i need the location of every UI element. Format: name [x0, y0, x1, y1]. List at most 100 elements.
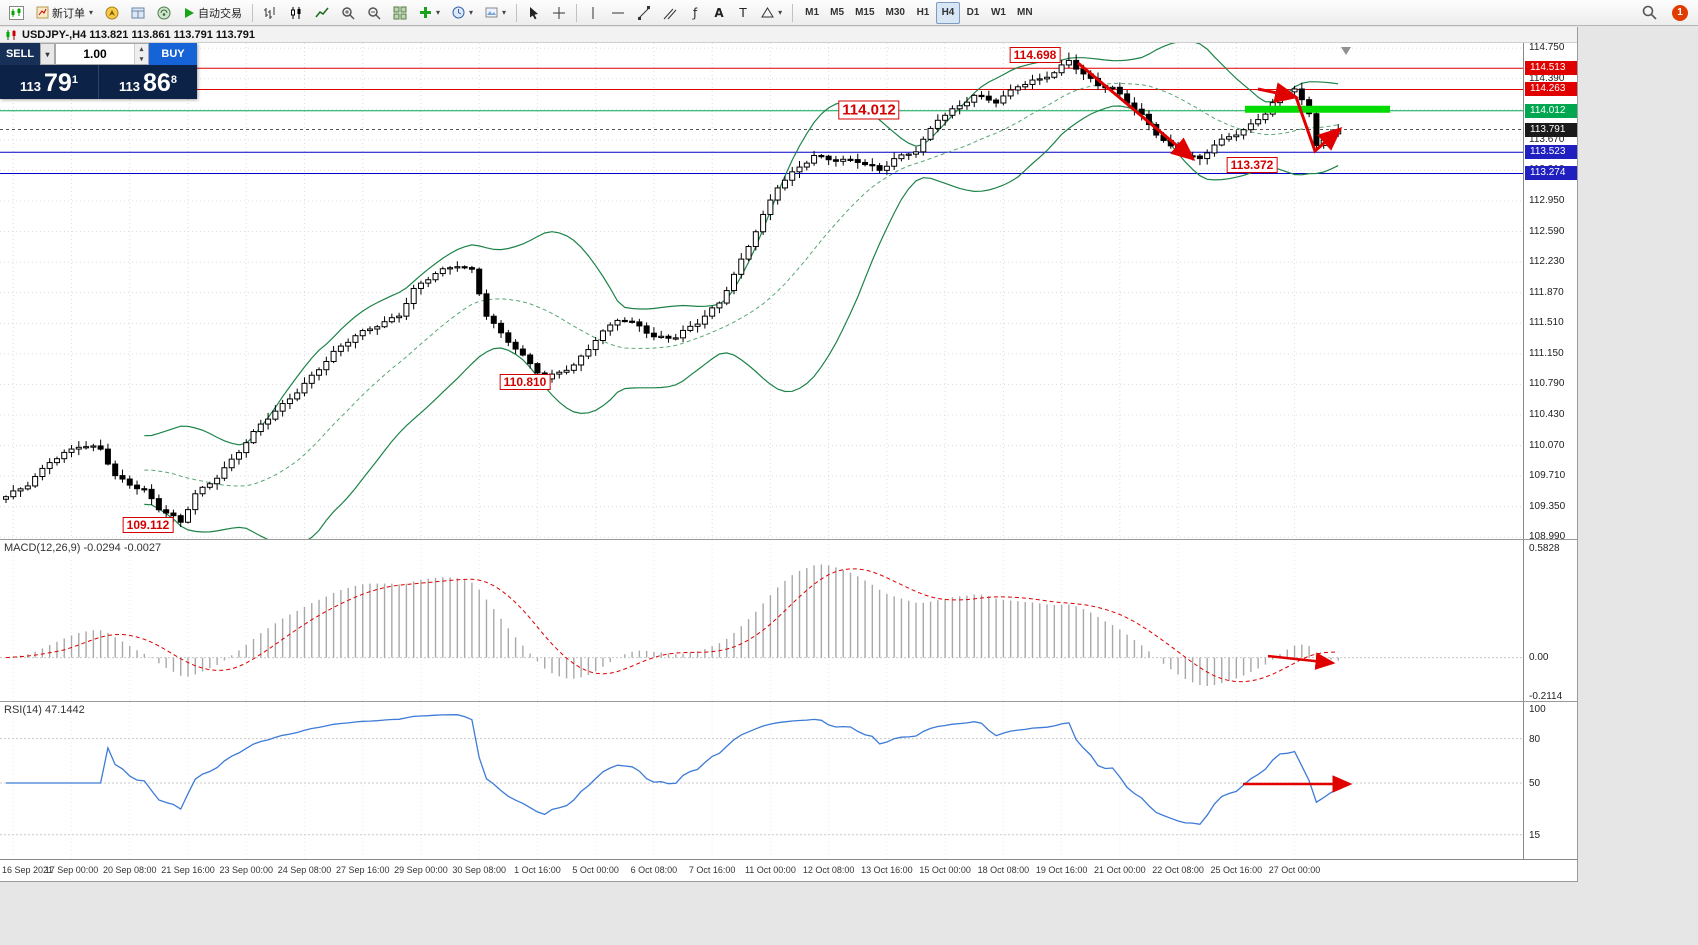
timeframe-mn[interactable]: MN	[1016, 7, 1033, 18]
chart-title: USDJPY-,H4 113.821 113.861 113.791 113.7…	[22, 28, 256, 41]
price-tick: 109.710	[1529, 470, 1566, 482]
rsi-label: RSI(14) 47.1442	[4, 704, 85, 716]
price-annotation: 114.698	[1009, 47, 1061, 63]
cursor-icon	[530, 6, 539, 19]
price-annotation: 114.012	[838, 100, 900, 120]
time-label: 7 Oct 16:00	[688, 865, 736, 875]
price-badge: 114.012	[1525, 103, 1577, 118]
candlestick-chart-type-button[interactable]	[284, 2, 308, 24]
indicators-button[interactable]	[414, 2, 445, 24]
macd-panel[interactable]: 0.5828 0.00 -0.2114 MACD(12,26,9) -0.0294 …	[0, 539, 1577, 701]
text-tool-button[interactable]: A	[708, 2, 730, 24]
new-order-button[interactable]: 新订单	[31, 2, 98, 24]
time-label: 21 Sep 16:00	[161, 865, 215, 875]
templates-button[interactable]	[480, 2, 511, 24]
notification-badge[interactable]: 1	[1672, 4, 1688, 21]
chart-window: USDJPY-,H4 113.821 113.861 113.791 113.7…	[0, 27, 1578, 882]
macd-scale-tick: -0.2114	[1529, 690, 1563, 701]
data-window-icon	[157, 6, 171, 19]
timeframe-h1[interactable]: H1	[916, 7, 930, 18]
channel-tool-button[interactable]	[658, 2, 682, 24]
price-badge: 113.791	[1525, 122, 1577, 137]
price-annotation: 113.372	[1226, 157, 1278, 173]
price-axis[interactable]: 114.750114.390114.030113.670113.310112.9…	[1523, 43, 1577, 539]
bar-chart-icon	[264, 6, 275, 19]
zoom-in-button[interactable]	[336, 2, 360, 24]
timeframe-d1[interactable]: D1	[966, 7, 980, 18]
sell-button[interactable]: SELL	[0, 43, 40, 65]
timeframe-m30[interactable]: M30	[885, 7, 905, 18]
timeframe-m15[interactable]: M15	[855, 7, 875, 18]
time-label: 16 Sep 2021	[2, 865, 54, 875]
price-tick: 110.790	[1529, 378, 1565, 390]
search-icon	[1642, 5, 1657, 20]
buy-price-display[interactable]: 113 86 8	[98, 65, 197, 99]
timeframe-m5[interactable]: M5	[830, 7, 845, 18]
price-tick: 114.390	[1529, 72, 1565, 84]
vertical-line-tool-button[interactable]	[582, 2, 604, 24]
label-tool-button[interactable]: T	[732, 2, 754, 24]
macd-scale-tick: 0.5828	[1529, 543, 1560, 554]
toolbar-separator	[252, 3, 254, 22]
tile-windows-button[interactable]	[388, 2, 412, 24]
trendline-tool-button[interactable]	[632, 2, 656, 24]
volume-up-icon[interactable]	[135, 44, 148, 54]
time-label: 17 Sep 00:00	[44, 865, 99, 875]
cursor-tool-button[interactable]	[522, 2, 545, 24]
new-chart-button[interactable]	[4, 2, 29, 24]
time-label: 15 Oct 00:00	[919, 865, 971, 875]
volume-input[interactable]	[56, 44, 134, 64]
sell-price-pips: 79	[44, 69, 72, 97]
main-chart-canvas[interactable]	[0, 43, 1523, 539]
market-watch-button[interactable]	[126, 2, 150, 24]
rsi-panel[interactable]: 100 80 50 15 RSI(14) 47.1442	[0, 701, 1577, 859]
zoom-out-button[interactable]	[362, 2, 386, 24]
sell-price-display[interactable]: 113 79 1	[0, 65, 98, 99]
bar-chart-type-button[interactable]	[258, 2, 282, 24]
horizontal-line-tool-button[interactable]	[606, 2, 630, 24]
time-label: 13 Oct 16:00	[861, 865, 913, 875]
main-chart[interactable]: 114.750114.390114.030113.670113.310112.9…	[0, 43, 1577, 539]
toolbar-separator	[576, 3, 578, 22]
macd-canvas[interactable]	[0, 540, 1523, 701]
price-annotation: 110.810	[499, 374, 551, 390]
timeframe-h4[interactable]: H4	[935, 1, 960, 24]
timeframe-toolbar: M1 M5 M15 M30 H1 H4 D1 W1 MN	[800, 1, 1037, 24]
time-label: 24 Sep 08:00	[277, 865, 332, 875]
fibonacci-tool-button[interactable]: ƒ	[684, 2, 706, 24]
time-label: 21 Oct 00:00	[1094, 865, 1146, 875]
buy-price-figure: 113	[119, 79, 141, 94]
order-options-dropdown[interactable]	[40, 43, 55, 65]
trendline-icon	[638, 5, 651, 20]
rsi-scale-tick: 15	[1529, 829, 1541, 841]
toolbar-separator	[516, 3, 518, 22]
search-button[interactable]	[1637, 2, 1662, 24]
zoom-out-icon	[368, 6, 381, 20]
time-label: 30 Sep 08:00	[452, 865, 506, 875]
shapes-tool-button[interactable]	[756, 2, 787, 24]
line-chart-type-button[interactable]	[310, 2, 334, 24]
timeframe-w1[interactable]: W1	[990, 7, 1006, 18]
rsi-scale-tick: 80	[1529, 733, 1541, 745]
time-label: 6 Oct 08:00	[630, 865, 678, 875]
chart-titlebar[interactable]: USDJPY-,H4 113.821 113.861 113.791 113.7…	[0, 27, 1577, 43]
price-tick: 114.750	[1529, 43, 1565, 54]
volume-stepper[interactable]	[134, 44, 148, 64]
price-tick: 109.350	[1529, 500, 1566, 512]
navigator-compass-button[interactable]	[100, 2, 124, 24]
time-label: 11 Oct 00:00	[744, 865, 796, 875]
volume-down-icon[interactable]	[135, 54, 148, 64]
rsi-canvas[interactable]	[0, 702, 1523, 859]
data-window-button[interactable]	[152, 2, 176, 24]
periods-button[interactable]	[447, 2, 478, 24]
crosshair-tool-button[interactable]	[547, 2, 571, 24]
time-axis[interactable]: 16 Sep 2021 17 Sep 00:00 20 Sep 08:00 21 Se…	[0, 859, 1577, 881]
buy-button[interactable]: BUY	[149, 43, 197, 65]
toolbar-separator	[792, 3, 794, 22]
price-tick: 110.070	[1529, 439, 1565, 451]
timeframe-m1[interactable]: M1	[805, 7, 820, 18]
auto-trading-button[interactable]: 自动交易	[178, 2, 247, 24]
sell-price-figure: 113	[20, 79, 42, 94]
vertical-line-icon	[592, 6, 594, 19]
time-label: 18 Oct 08:00	[977, 865, 1030, 875]
